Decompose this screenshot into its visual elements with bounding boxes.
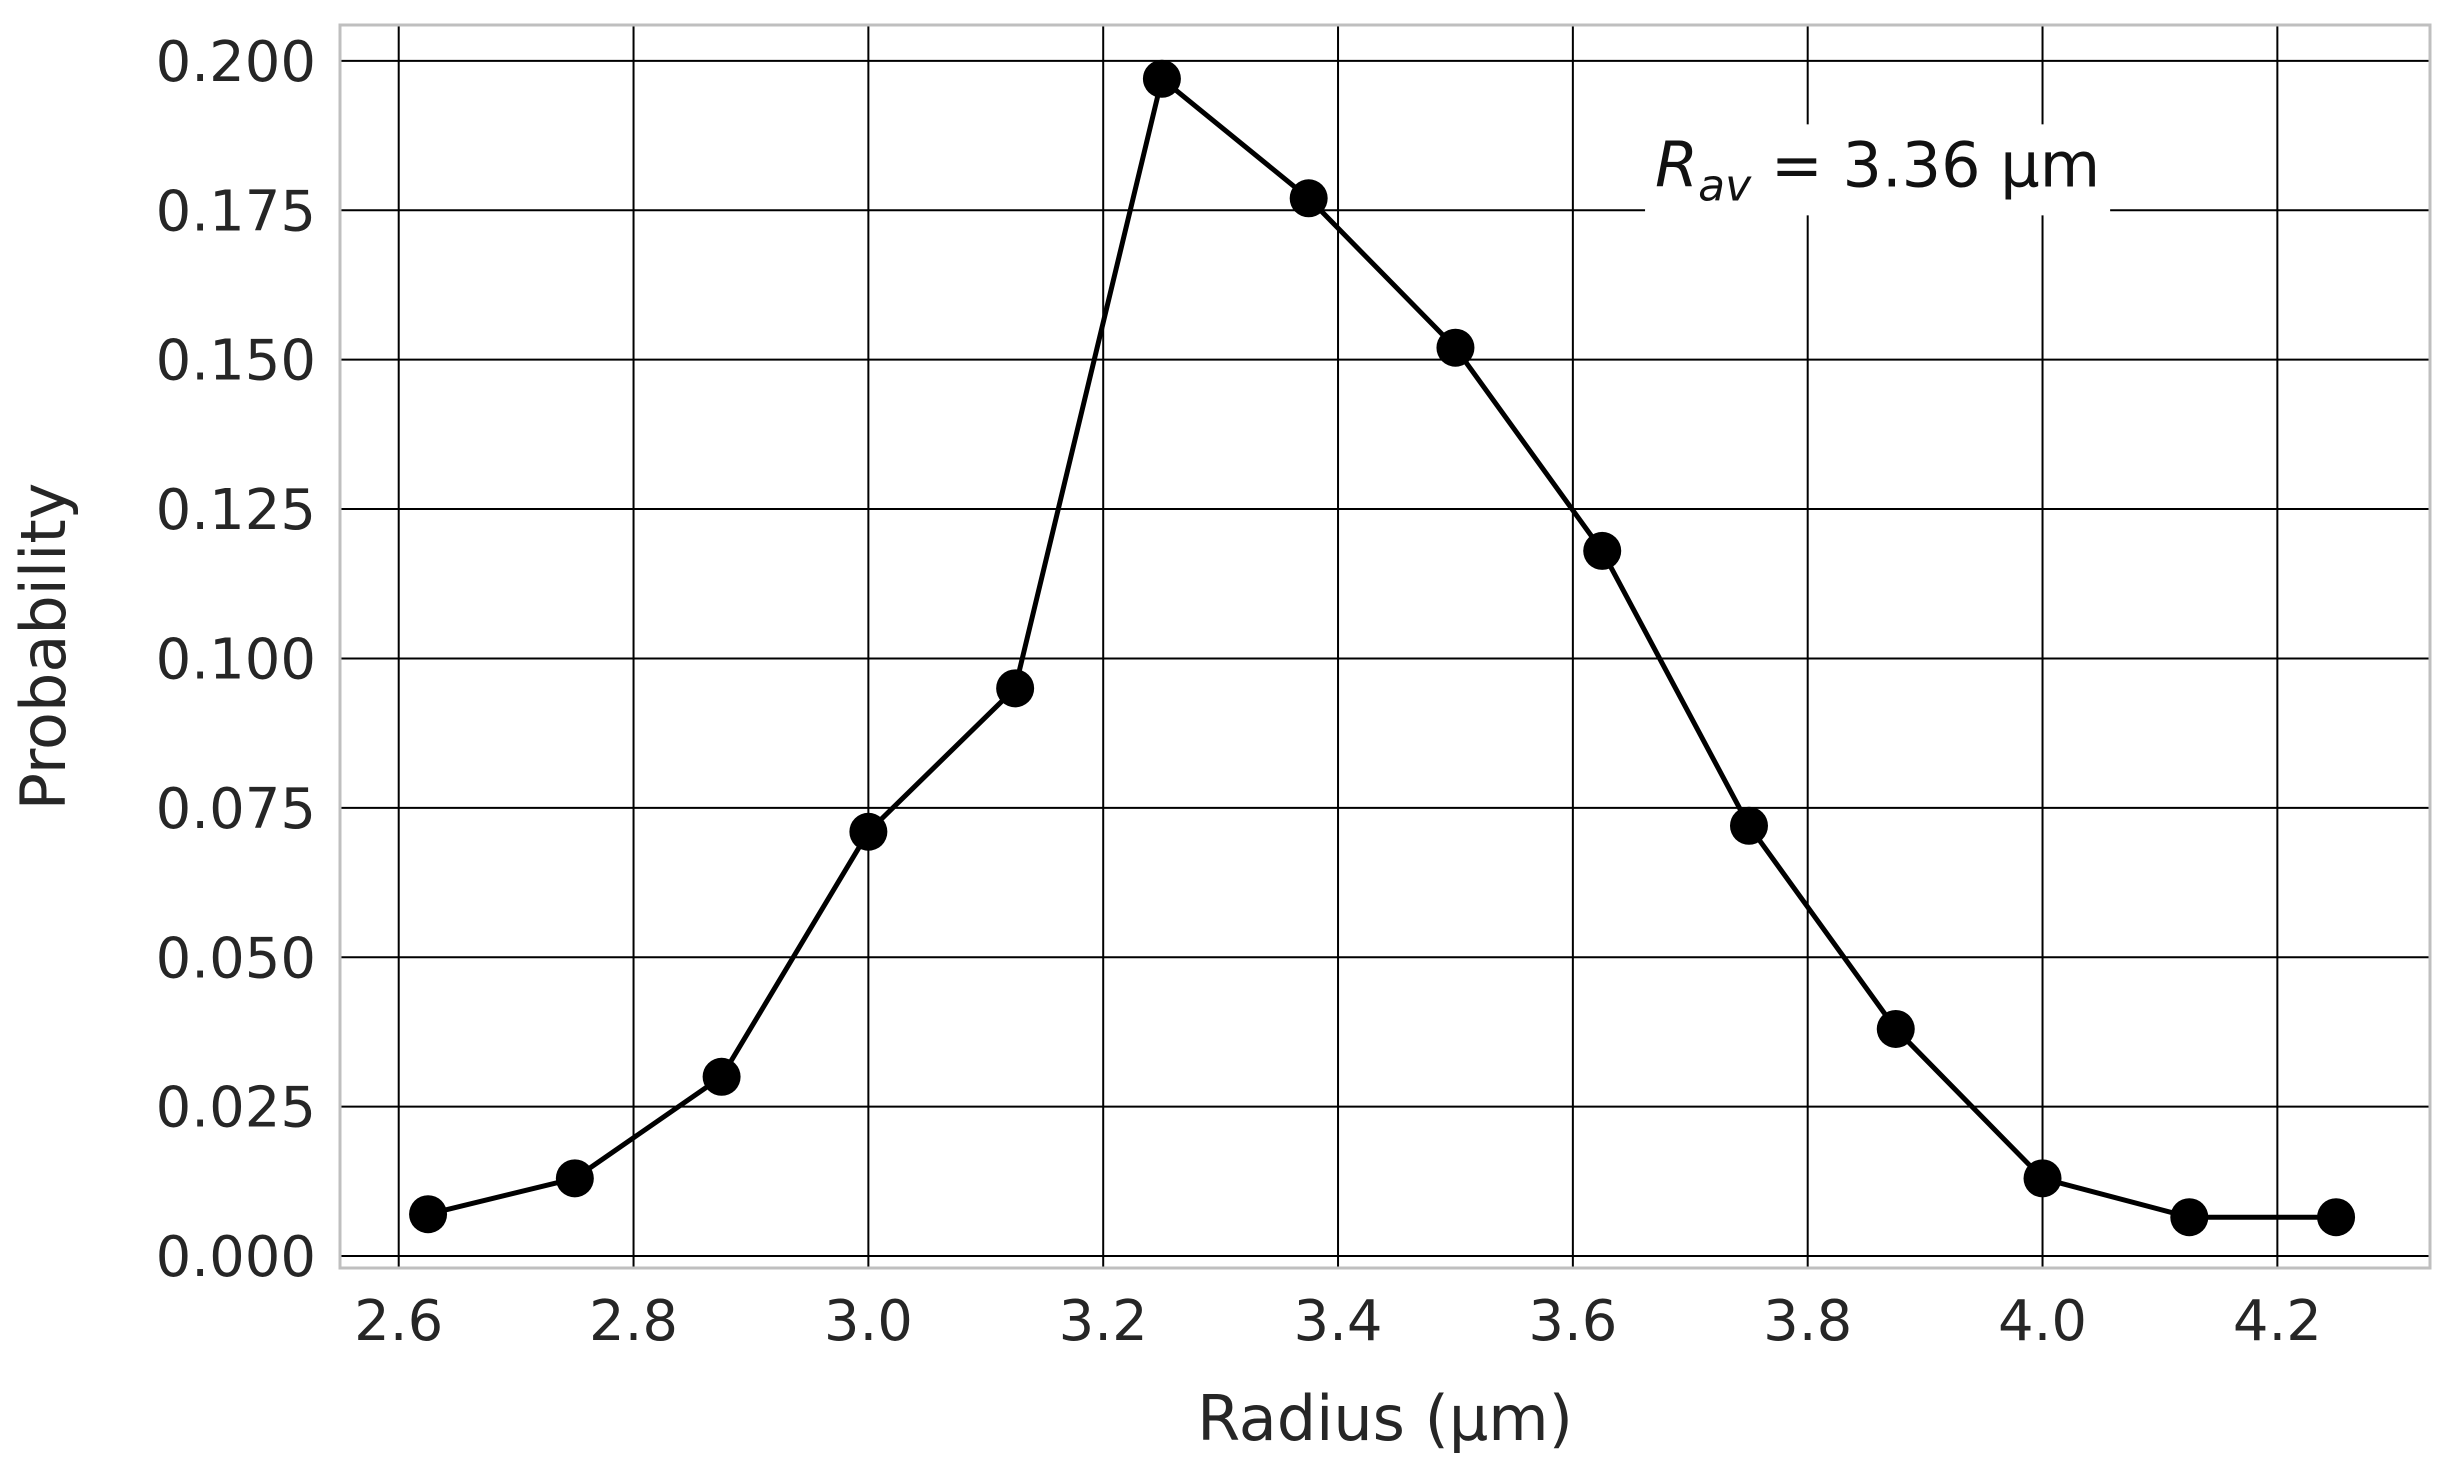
y-tick-label: 0.125 bbox=[156, 478, 316, 543]
x-tick-label: 3.2 bbox=[1059, 1289, 1148, 1354]
data-series bbox=[409, 59, 2356, 1237]
data-point bbox=[2023, 1159, 2062, 1198]
x-tick-label: 3.8 bbox=[1763, 1289, 1852, 1354]
data-point bbox=[1289, 179, 1328, 218]
x-tick-label: 3.0 bbox=[824, 1289, 913, 1354]
x-tick-label: 2.8 bbox=[589, 1289, 678, 1354]
average-radius-annotation: Rav = 3.36 µm bbox=[1645, 124, 2111, 216]
y-tick-label: 0.025 bbox=[156, 1076, 316, 1141]
data-point bbox=[1436, 328, 1475, 367]
data-point bbox=[702, 1057, 741, 1096]
data-point bbox=[1876, 1009, 1915, 1048]
gridlines bbox=[340, 25, 2430, 1268]
annotation-subscript: av bbox=[1698, 160, 1752, 211]
y-tick-label: 0.175 bbox=[156, 179, 316, 244]
plot-border bbox=[338, 23, 2432, 1270]
y-tick-label: 0.000 bbox=[156, 1225, 316, 1290]
y-tick-label: 0.200 bbox=[156, 30, 316, 95]
x-tick-label: 4.2 bbox=[2233, 1289, 2322, 1354]
data-point bbox=[849, 812, 888, 851]
y-axis-label: Probability bbox=[7, 483, 80, 811]
plot-frame bbox=[338, 23, 2432, 1270]
data-point bbox=[1729, 806, 1768, 845]
x-axis-label: Radius (µm) bbox=[1197, 1382, 1573, 1455]
data-point bbox=[409, 1195, 448, 1234]
annotation-value: = 3.36 µm bbox=[1751, 128, 2100, 201]
data-point bbox=[1142, 59, 1181, 98]
series-line bbox=[427, 76, 2337, 1220]
x-tick-label: 3.6 bbox=[1528, 1289, 1617, 1354]
x-tick-label: 2.6 bbox=[354, 1289, 443, 1354]
data-point bbox=[1583, 531, 1622, 570]
x-tick-label: 4.0 bbox=[1998, 1289, 2087, 1354]
tick-labels: 2.6 2.8 3.0 3.2 3.4 3.6 3.8 4.0 4.2 0.000 0.025 0.0… bbox=[156, 30, 2322, 1354]
data-point bbox=[555, 1159, 594, 1198]
y-tick-label: 0.150 bbox=[156, 329, 316, 394]
data-point bbox=[2170, 1198, 2209, 1237]
x-tick-label: 3.4 bbox=[1294, 1289, 1383, 1354]
data-point bbox=[2317, 1198, 2356, 1237]
y-tick-label: 0.075 bbox=[156, 777, 316, 842]
annotation-symbol: R bbox=[1655, 128, 1698, 201]
y-tick-label: 0.100 bbox=[156, 627, 316, 692]
data-point bbox=[996, 669, 1035, 708]
annotation-background bbox=[1645, 124, 2111, 216]
y-tick-label: 0.050 bbox=[156, 926, 316, 991]
annotation-text: Rav = 3.36 µm bbox=[1655, 128, 2100, 211]
